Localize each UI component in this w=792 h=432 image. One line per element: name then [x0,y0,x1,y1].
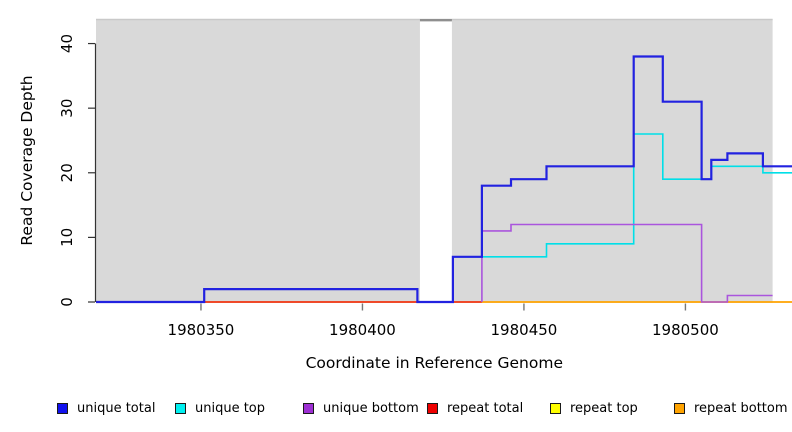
legend-swatch-unique-top [175,402,186,414]
legend-label: repeat total [447,400,524,416]
x-tick-label: 1980400 [329,321,396,339]
legend-item-repeat-bottom: repeat bottom [674,399,788,417]
legend-label: repeat top [570,400,638,416]
legend-label: repeat bottom [694,400,788,416]
legend-swatch-repeat-total [427,402,438,414]
legend-label: unique top [195,400,266,416]
legend-label: unique bottom [323,400,419,416]
legend-item-unique-bottom: unique bottom [303,399,419,417]
y-axis-title: Read Coverage Depth [18,75,36,245]
legend-item-unique-total: unique total [57,399,155,417]
y-tick-label: 20 [58,163,76,182]
x-tick-label: 1980500 [652,321,719,339]
legend-item-repeat-total: repeat total [427,399,523,417]
legend-label: unique total [77,400,156,416]
plot-background [96,19,420,303]
coverage-chart: 0 10 20 30 40 1980350 1980400 1980450 1980500 Coo… [18,18,792,372]
x-tick-label: 1980350 [168,321,235,339]
chart-legend: unique total unique top unique bottom re… [0,399,792,419]
y-tick-label: 0 [58,297,76,307]
series-line-unique-bottom [481,223,773,303]
legend-swatch-repeat-bottom [674,402,685,414]
legend-item-repeat-top: repeat top [550,399,638,417]
y-tick-label: 10 [58,228,76,247]
x-tick-label: 1980450 [491,321,558,339]
x-axis-title: Coordinate in Reference Genome [306,354,563,372]
y-tick-label: 30 [58,99,76,118]
legend-swatch-unique-total [57,402,68,414]
legend-swatch-repeat-top [550,402,561,414]
legend-swatch-unique-bottom [303,402,314,414]
series-line-unique-total [96,55,792,304]
legend-item-unique-top: unique top [175,399,265,417]
y-tick-label: 40 [58,34,76,53]
